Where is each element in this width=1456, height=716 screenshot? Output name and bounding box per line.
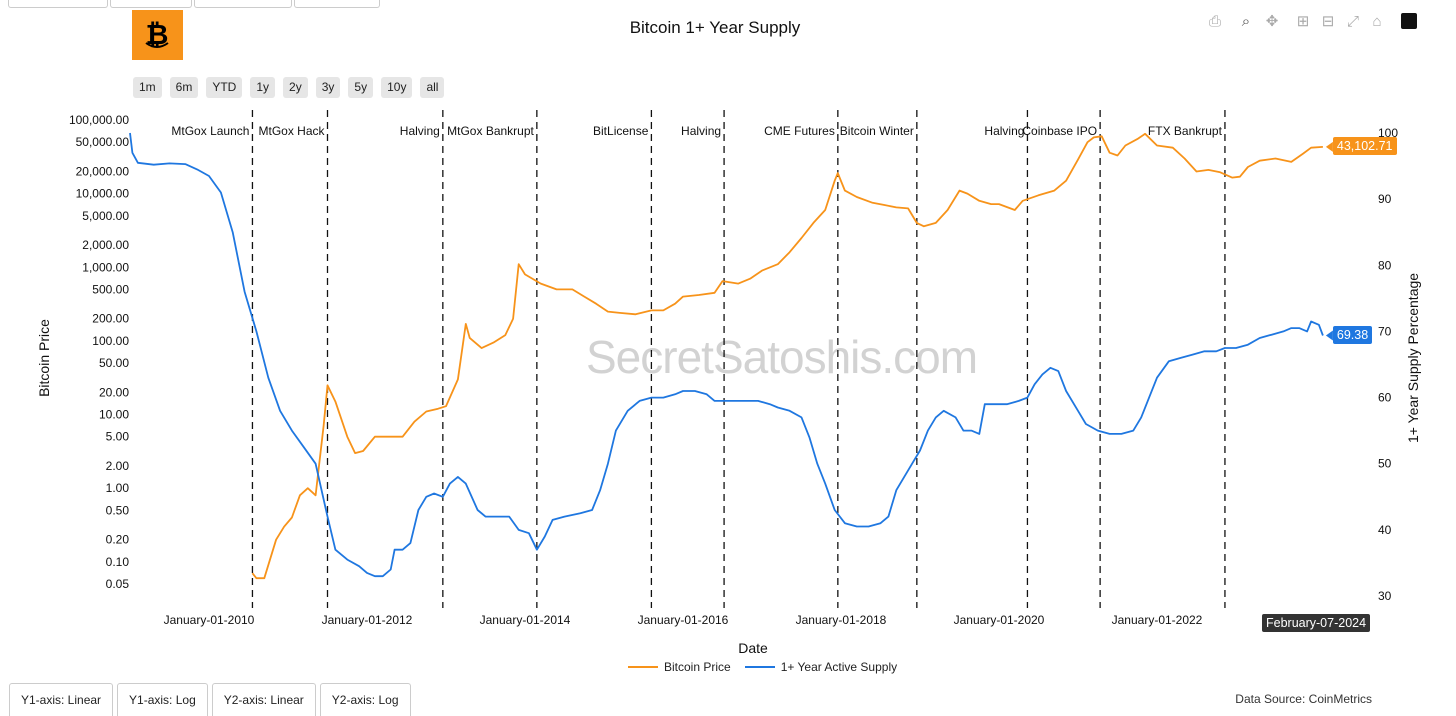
x-tick-label: January-01-2018 xyxy=(796,613,887,627)
y-tick-label: 100,000.00 xyxy=(69,113,129,127)
y-tick-label: 10,000.00 xyxy=(76,187,130,201)
legend-swatch-supply xyxy=(744,666,775,668)
y1-log-button[interactable]: Y1-axis: Log xyxy=(117,683,208,716)
hover-pointer xyxy=(1325,141,1333,152)
x-tick-label: January-01-2016 xyxy=(638,613,729,627)
x-axis-title: Date xyxy=(738,640,768,656)
range-btn-ytd[interactable]: YTD xyxy=(206,77,243,98)
range-btn-5y[interactable]: 5y xyxy=(348,77,374,98)
legend-item-supply[interactable]: 1+ Year Active Supply xyxy=(744,660,898,674)
event-label: Bitcoin Winter xyxy=(840,124,914,138)
y2-log-button[interactable]: Y2-axis: Log xyxy=(319,683,411,716)
bitcoin-logo-icon: ₿ xyxy=(145,18,169,51)
range-btn-2y[interactable]: 2y xyxy=(283,77,308,98)
top-tab[interactable] xyxy=(8,0,108,8)
top-tab[interactable] xyxy=(294,0,380,8)
event-label: MtGox Hack xyxy=(258,124,325,138)
legend-item-price[interactable]: Bitcoin Price xyxy=(628,660,731,674)
legend-label-price: Bitcoin Price xyxy=(664,660,731,674)
bitcoin-logo: ₿ xyxy=(132,10,183,60)
event-label: BitLicense xyxy=(593,124,649,138)
y-tick-label: 1,000.00 xyxy=(82,260,129,274)
plotly-logo-icon[interactable] xyxy=(1399,11,1419,31)
top-tab[interactable] xyxy=(110,0,192,8)
x-tick-label: January-01-2012 xyxy=(322,613,413,627)
event-label: Halving xyxy=(984,124,1024,138)
x-tick-label: January-01-2020 xyxy=(954,613,1045,627)
zoom-icon[interactable]: ⌕ xyxy=(1241,12,1251,30)
hover-date-label: February-07-2024 xyxy=(1262,614,1371,632)
data-source: Data Source: CoinMetrics xyxy=(1235,692,1372,706)
y-tick-label: 50,000.00 xyxy=(76,135,130,149)
y-tick-label: 2,000.00 xyxy=(82,238,129,252)
event-label: MtGox Launch xyxy=(171,124,249,138)
svg-text:₿: ₿ xyxy=(146,18,169,51)
range-btn-1m[interactable]: 1m xyxy=(133,77,162,98)
legend-label-supply: 1+ Year Active Supply xyxy=(780,660,898,674)
event-label: MtGox Bankrupt xyxy=(447,124,534,138)
hover-price-label: 43,102.71 xyxy=(1332,136,1397,155)
x-tick-label: January-01-2010 xyxy=(164,613,255,627)
range-btn-3y[interactable]: 3y xyxy=(315,77,341,98)
y-tick-label: 200.00 xyxy=(92,312,129,326)
y2-tick-label: 40 xyxy=(1378,523,1392,537)
y-tick-label: 2.00 xyxy=(106,459,130,473)
y-tick-label: 20,000.00 xyxy=(76,164,130,178)
chart-title: Bitcoin 1+ Year Supply xyxy=(629,18,801,37)
axis-scale-buttons: Y1-axis: Linear Y1-axis: Log Y2-axis: Li… xyxy=(9,683,411,716)
legend: Bitcoin Price 1+ Year Active Supply xyxy=(628,660,897,674)
y-tick-label: 1.00 xyxy=(106,481,130,495)
y-tick-label: 500.00 xyxy=(92,282,129,296)
x-tick-label: January-01-2014 xyxy=(480,613,571,627)
y-tick-label: 5.00 xyxy=(106,430,130,444)
event-label: Halving xyxy=(681,124,721,138)
y2-tick-label: 90 xyxy=(1378,192,1392,206)
y2-tick-label: 80 xyxy=(1378,258,1392,272)
y2-axis-title: 1+ Year Supply Percentage xyxy=(1405,273,1421,443)
x-tick-label: January-01-2022 xyxy=(1112,613,1203,627)
range-btn-1y[interactable]: 1y xyxy=(250,77,276,98)
pan-icon[interactable]: ✥ xyxy=(1265,13,1279,30)
y2-tick-label: 50 xyxy=(1378,457,1392,471)
hover-supply-label: 69.38 xyxy=(1332,325,1373,344)
event-label: CME Futures xyxy=(764,124,835,138)
y2-tick-label: 70 xyxy=(1378,324,1392,338)
reset-axes-icon[interactable]: ⌂ xyxy=(1372,12,1382,30)
legend-swatch-price xyxy=(628,666,658,668)
y-tick-label: 20.00 xyxy=(99,385,129,399)
top-tab[interactable] xyxy=(194,0,292,8)
y2-tick-label: 100 xyxy=(1378,126,1398,140)
range-btn-all[interactable]: all xyxy=(420,77,445,98)
zoom-out-icon[interactable]: ⊟ xyxy=(1321,13,1335,30)
y-tick-label: 0.50 xyxy=(106,503,130,517)
y2-tick-label: 30 xyxy=(1378,589,1392,603)
y-axis-title: Bitcoin Price xyxy=(36,319,52,397)
y-tick-label: 0.05 xyxy=(106,577,130,591)
y-tick-label: 5,000.00 xyxy=(82,209,129,223)
series-price-line xyxy=(251,132,1323,580)
event-label: Halving xyxy=(400,124,440,138)
event-label: FTX Bankrupt xyxy=(1148,124,1223,138)
y2-tick-label: 60 xyxy=(1378,391,1392,405)
y2-linear-button[interactable]: Y2-axis: Linear xyxy=(211,683,316,716)
event-label: Coinbase IPO xyxy=(1022,124,1097,138)
y-tick-label: 10.00 xyxy=(99,408,129,422)
range-selector: 1m 6m YTD 1y 2y 3y 5y 10y all xyxy=(133,77,445,98)
camera-icon[interactable]: ⎙ xyxy=(1208,12,1221,30)
y-tick-label: 0.10 xyxy=(106,555,130,569)
range-btn-6m[interactable]: 6m xyxy=(169,77,199,98)
zoom-in-icon[interactable]: ⊞ xyxy=(1296,13,1310,30)
y-tick-label: 50.00 xyxy=(99,356,129,370)
y-tick-label: 0.20 xyxy=(106,533,130,547)
y-tick-label: 100.00 xyxy=(92,334,129,348)
range-btn-10y[interactable]: 10y xyxy=(381,77,413,98)
hover-pointer xyxy=(1325,330,1333,341)
series-supply-line xyxy=(129,132,1324,578)
y1-linear-button[interactable]: Y1-axis: Linear xyxy=(9,683,114,716)
autoscale-icon[interactable]: ⤢ xyxy=(1346,12,1359,30)
